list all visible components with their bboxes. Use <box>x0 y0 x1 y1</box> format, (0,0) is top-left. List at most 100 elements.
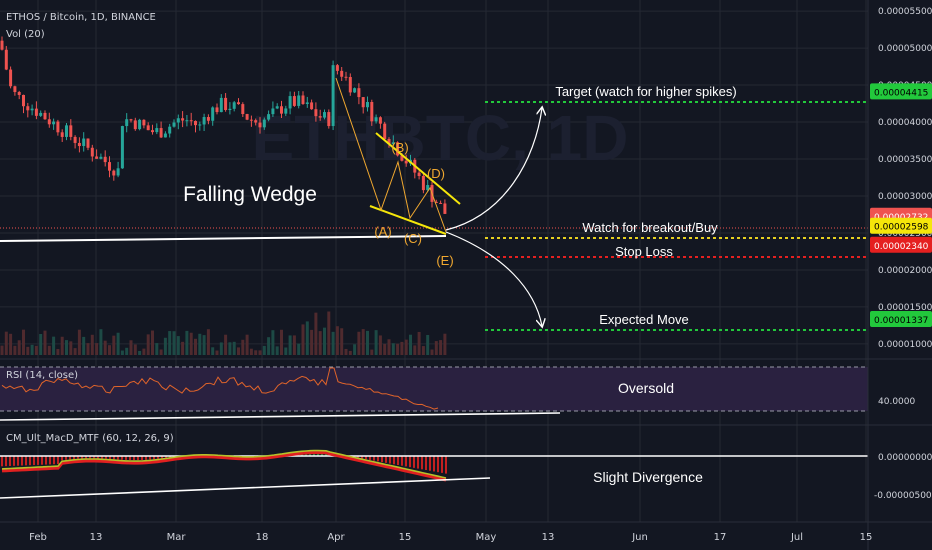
candle-body <box>237 102 240 105</box>
candle-body <box>280 106 283 114</box>
candle-body <box>232 102 236 109</box>
volume-bar <box>56 349 60 355</box>
volume-bar <box>421 346 425 355</box>
candle-body <box>120 126 124 169</box>
candle-body <box>417 172 421 177</box>
macd-histogram-bar <box>385 456 387 463</box>
candle-body <box>391 142 395 145</box>
volume-bar <box>292 335 296 355</box>
volume-bar <box>116 332 120 355</box>
price-tag-label: 0.00001337 <box>874 316 928 326</box>
volume-bar <box>237 347 240 355</box>
volume-bar <box>86 343 90 355</box>
price-tag-entry <box>870 217 932 234</box>
macd-histogram-bar <box>441 456 443 473</box>
candle-body <box>0 40 4 50</box>
candle-body <box>146 125 150 131</box>
volume-bar <box>189 332 193 355</box>
macd-histogram-bar <box>77 456 79 459</box>
volume-bar <box>228 342 232 355</box>
candle-body <box>82 138 86 147</box>
wave-label-d: (D) <box>427 166 445 181</box>
upside-projection-arrow <box>445 108 542 231</box>
macd-histogram-bar <box>101 456 103 459</box>
candle-body <box>202 117 206 125</box>
macd-histogram-bar <box>377 456 379 462</box>
candle-body <box>77 142 81 147</box>
candle-body <box>30 108 34 111</box>
volume-bar <box>181 341 185 355</box>
volume-bar <box>340 328 344 355</box>
volume-bar <box>361 329 365 355</box>
volume-bar <box>417 331 421 355</box>
volume-bar <box>133 344 137 355</box>
volume-bar <box>13 345 17 355</box>
candle-body <box>331 65 335 127</box>
macd-histogram-bar <box>417 456 419 469</box>
time-tick-label: 15 <box>399 532 412 543</box>
candle-body <box>155 128 159 133</box>
time-axis[interactable]: Feb 13 Mar 18 Apr 15 May 13 Jun 17 Jul 15 <box>29 532 872 543</box>
candle-body <box>335 65 339 71</box>
volume-bar <box>323 327 326 355</box>
volume-bar <box>22 329 25 355</box>
macd-histogram-bar <box>69 456 71 460</box>
volume-bar <box>30 344 34 355</box>
volume-bar <box>327 311 331 355</box>
volume-legend: Vol (20) <box>6 29 45 40</box>
volume-bar <box>194 338 197 355</box>
volume-bar <box>155 343 159 355</box>
candle-body <box>297 95 301 106</box>
watermark: ETHBTC, 1D <box>252 102 629 174</box>
volume-bar <box>142 348 146 355</box>
candle-body <box>366 102 369 108</box>
macd-histogram-bar <box>113 456 115 460</box>
macd-histogram-bar <box>369 456 371 460</box>
volume-bar <box>370 349 374 355</box>
volume-bar <box>318 331 322 355</box>
candle-body <box>387 138 391 145</box>
candle-body <box>254 120 258 123</box>
price-tick-label: 0.00001500 <box>878 303 932 313</box>
volume-bar <box>391 343 395 355</box>
candle-body <box>138 119 142 130</box>
macd-histogram-bar <box>49 456 51 465</box>
price-tick-label: 0.00004000 <box>878 118 932 128</box>
price-tag-label: 0.00002598 <box>874 223 929 233</box>
volume-bar <box>335 326 339 355</box>
candle-body <box>305 102 309 104</box>
macd-histogram-bar <box>29 456 31 466</box>
volume-bar <box>387 339 391 355</box>
candle-body <box>99 156 103 159</box>
macd-histogram-bar <box>1 456 3 467</box>
candle-body <box>13 86 17 93</box>
price-tag-stop <box>870 236 932 253</box>
rsi-legend: RSI (14, close) <box>6 370 79 381</box>
volume-bar <box>34 345 38 355</box>
candle-body <box>314 109 318 117</box>
volume-bar <box>439 340 443 355</box>
candle-body <box>206 117 210 121</box>
candle-body <box>189 120 193 122</box>
macd-histogram-bar <box>105 456 107 459</box>
volume-bar <box>284 347 288 355</box>
volume-bar <box>202 335 206 355</box>
macd-histogram-bar <box>65 456 67 460</box>
macd-histogram-bar <box>33 456 35 466</box>
candle-body <box>353 88 357 93</box>
candle-body <box>396 142 400 156</box>
entry-label: Watch for breakout/Buy <box>582 220 718 235</box>
candle-body <box>133 120 137 130</box>
candle-body <box>90 147 94 157</box>
support-line <box>0 235 447 242</box>
rsi-oversold-label: Oversold <box>618 380 674 396</box>
candle-body <box>39 112 43 116</box>
volume-bar <box>4 331 8 355</box>
candle-body <box>142 119 146 126</box>
macd-histogram-bar <box>433 456 435 472</box>
candle-body <box>151 130 154 133</box>
volume-bar <box>254 350 258 355</box>
candle-body <box>60 132 64 137</box>
volume-bar <box>344 348 348 355</box>
